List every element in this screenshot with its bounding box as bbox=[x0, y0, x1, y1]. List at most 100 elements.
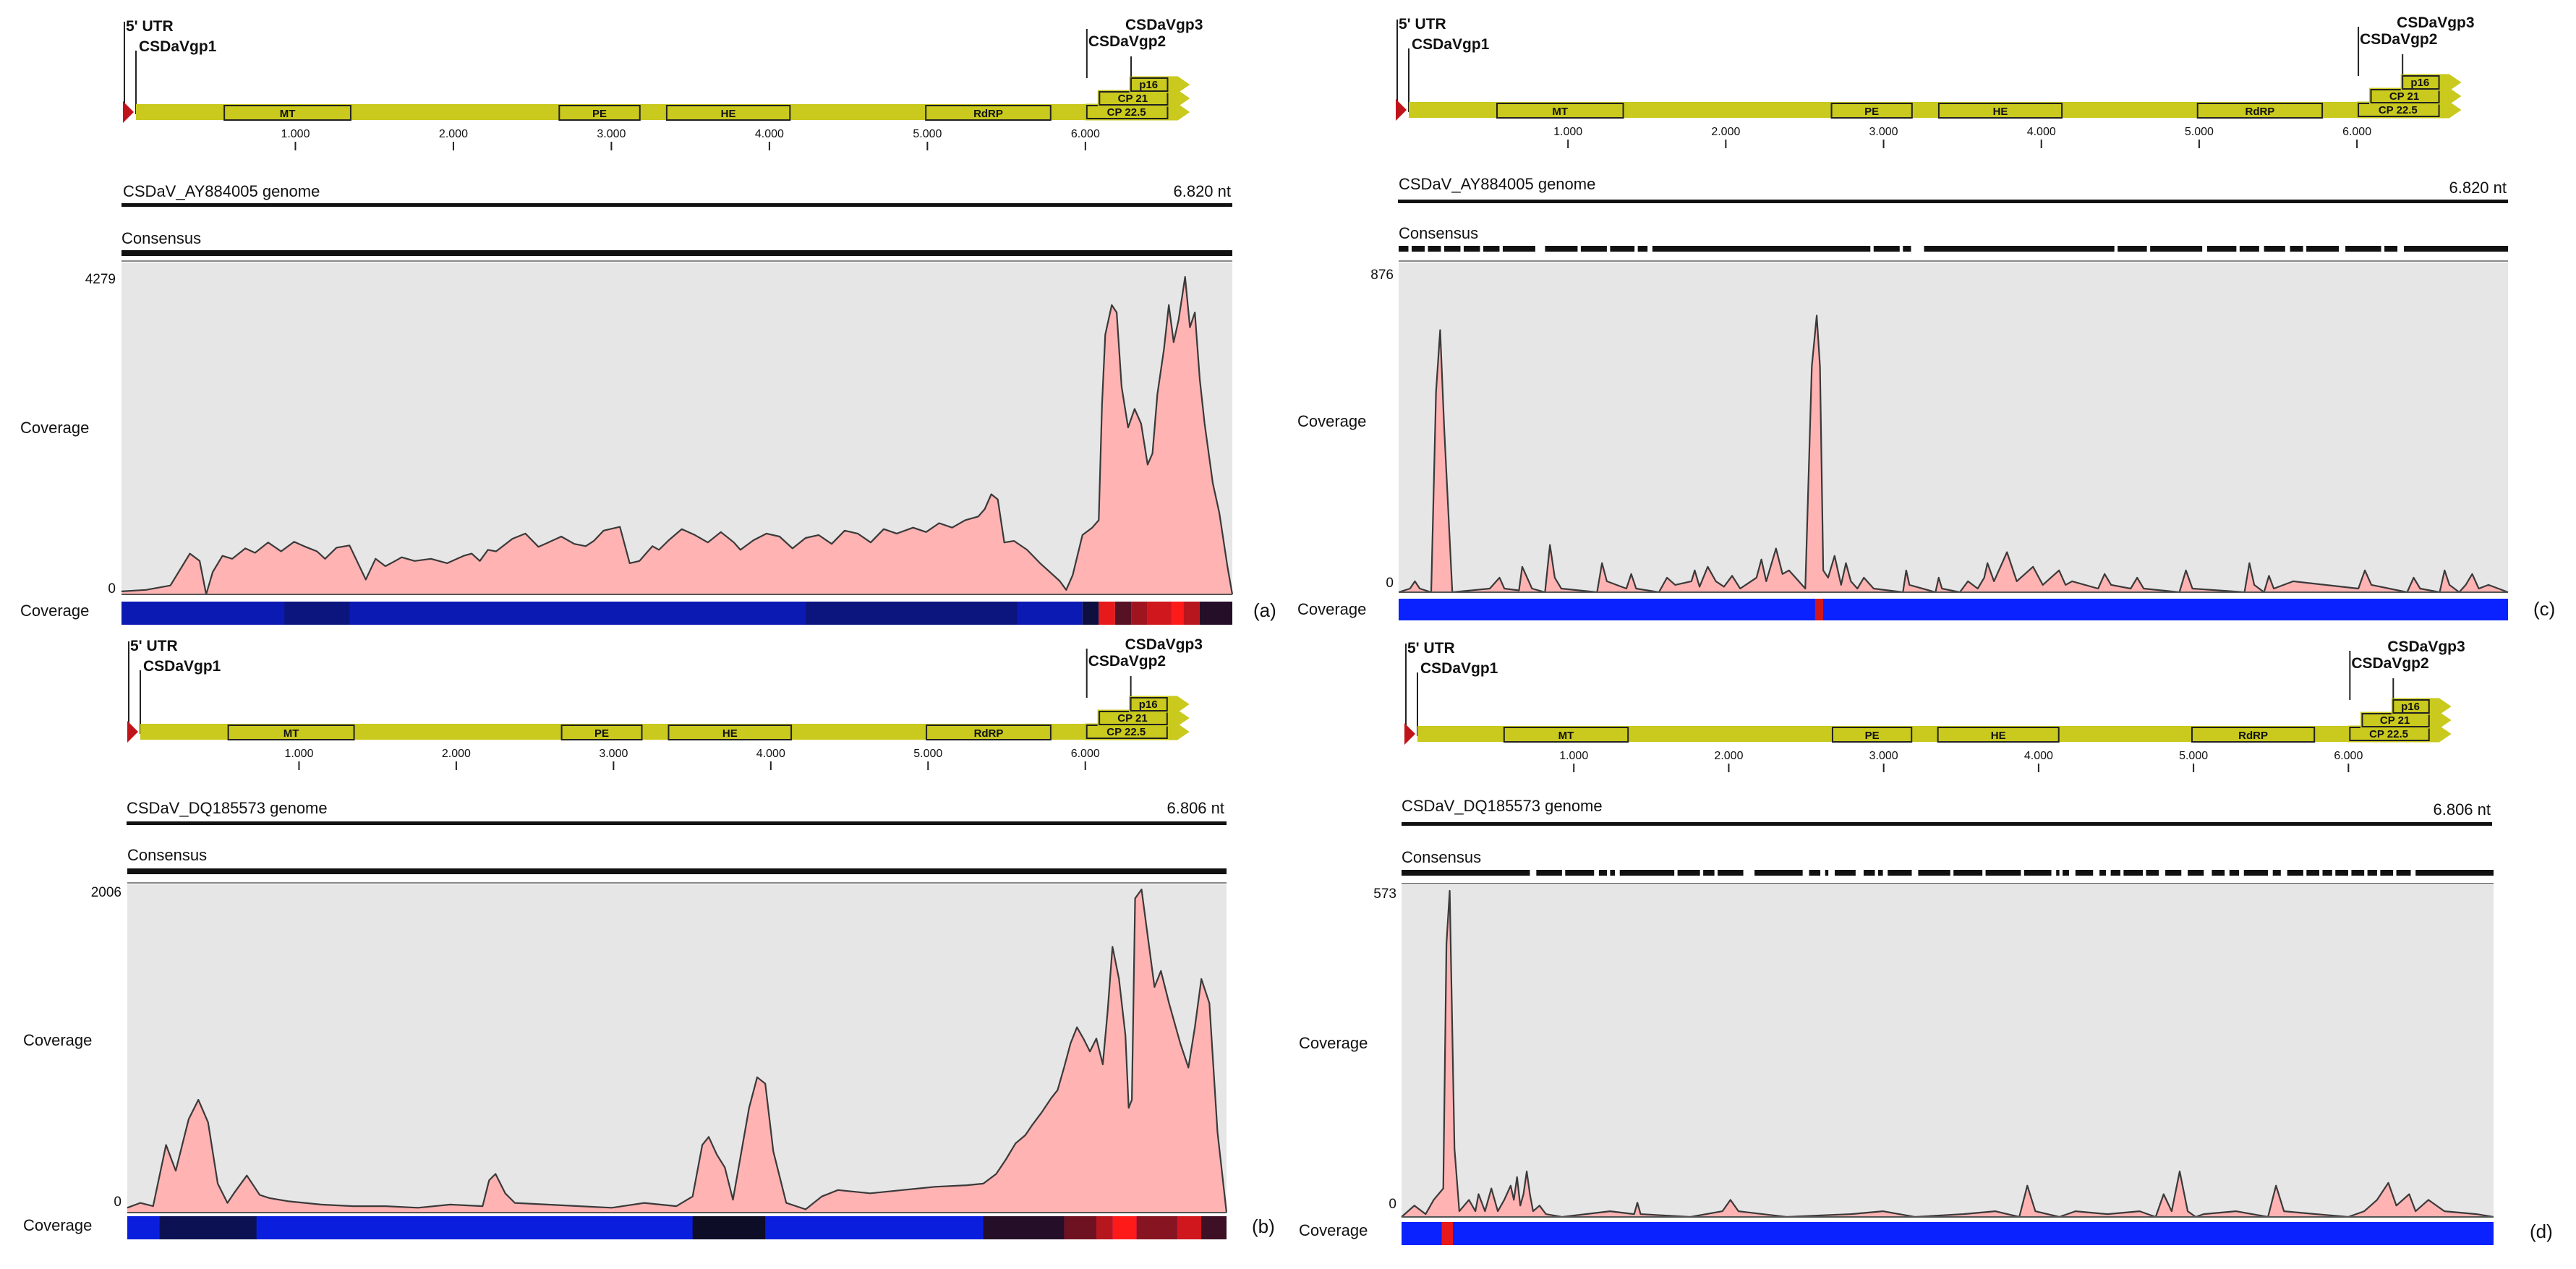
ymin-label-a: 0 bbox=[108, 581, 116, 597]
consensus-segment bbox=[2306, 246, 2340, 252]
tick-label: 2.000 bbox=[1711, 126, 1740, 138]
utr-marker bbox=[123, 101, 134, 123]
tick-label: 4.000 bbox=[2027, 126, 2056, 138]
ymin-label-b: 0 bbox=[114, 1195, 121, 1210]
consensus-segment bbox=[1637, 246, 1648, 252]
ylabel-a: Coverage bbox=[20, 419, 89, 437]
tick-label: 6.000 bbox=[1071, 128, 1100, 140]
tick-label: 4.000 bbox=[756, 748, 785, 760]
heat-track-b bbox=[127, 1216, 1227, 1239]
heat-track-a bbox=[121, 602, 1232, 625]
consensus-segment bbox=[1483, 246, 1500, 252]
cp-arrow-2 bbox=[1129, 696, 1190, 713]
genome-bar-a bbox=[121, 203, 1232, 207]
coverage-plot-a bbox=[121, 275, 1234, 596]
consensus-segment bbox=[1536, 870, 1562, 876]
consensus-segment bbox=[2212, 870, 2225, 876]
consensus-segment bbox=[2150, 246, 2203, 252]
domain-label-rdrp: RdRP bbox=[973, 108, 1003, 120]
cp-box-p16 bbox=[2402, 75, 2440, 90]
heat-segment bbox=[805, 602, 1018, 625]
heat-segment bbox=[1399, 599, 2508, 620]
genome-length-d: 6.806 nt bbox=[2433, 800, 2491, 819]
gene-label-gp1: CSDaVgp1 bbox=[139, 38, 217, 55]
gene-label-gp2: CSDaVgp2 bbox=[1088, 33, 1166, 50]
domain-box-rdrp bbox=[2191, 727, 2316, 743]
consensus-segment bbox=[1677, 870, 1700, 876]
consensus-segment bbox=[2146, 870, 2159, 876]
genome-label-a: CSDaV_AY884005 genome bbox=[123, 182, 320, 200]
domain-box-rdrp bbox=[925, 105, 1052, 121]
coverage-plot-c bbox=[1398, 315, 2509, 594]
consensus-label-b: Consensus bbox=[127, 846, 207, 864]
coverage-area bbox=[121, 277, 1232, 594]
gene-label-gp2: CSDaVgp2 bbox=[2351, 655, 2428, 672]
domain-label-pe: PE bbox=[1864, 106, 1879, 118]
consensus-segment bbox=[1924, 246, 2115, 252]
domain-box-mt bbox=[227, 725, 355, 740]
consensus-label-a: Consensus bbox=[121, 229, 201, 247]
tick-label: 3.000 bbox=[597, 128, 626, 140]
ymax-label-d: 573 bbox=[1373, 886, 1396, 902]
consensus-segment bbox=[2380, 870, 2394, 876]
consensus-segment bbox=[2306, 870, 2320, 876]
consensus-segment bbox=[1652, 246, 1871, 252]
panel-letter-d: (d) bbox=[2530, 1221, 2553, 1242]
tick-label: 2.000 bbox=[1714, 750, 1743, 762]
genome-label-b: CSDaV_DQ185573 genome bbox=[127, 799, 328, 817]
cp-arrow-2 bbox=[2391, 698, 2452, 715]
utr-marker bbox=[127, 721, 138, 743]
consensus-segment bbox=[2099, 870, 2106, 876]
consensus-segment bbox=[2287, 870, 2303, 876]
heat-segment bbox=[1064, 1216, 1096, 1239]
consensus-segment bbox=[1918, 870, 1950, 876]
coverage-line bbox=[121, 275, 1234, 596]
heat-segment bbox=[1114, 602, 1132, 625]
cp-label-cp-22-5: CP 22.5 bbox=[2369, 728, 2408, 740]
domain-label-he: HE bbox=[722, 727, 738, 740]
consensus-segment bbox=[2206, 246, 2237, 252]
consensus-label-c: Consensus bbox=[1399, 224, 1478, 242]
consensus-segment bbox=[2415, 870, 2494, 876]
consensus-segment bbox=[1809, 870, 1821, 876]
consensus-segment bbox=[2056, 870, 2060, 876]
tick-label: 1.000 bbox=[284, 748, 313, 760]
domain-label-rdrp: RdRP bbox=[2238, 730, 2268, 742]
domain-box-he bbox=[1937, 727, 2060, 743]
consensus-segment bbox=[1598, 870, 1607, 876]
genome-length-a: 6.820 nt bbox=[1173, 182, 1231, 200]
heat-segment bbox=[1082, 602, 1099, 625]
consensus-segment bbox=[1863, 870, 1875, 876]
genome-map-a: 5' UTR CSDaVgp1 MT PE HE RdRP CP 22.5CP 21 p16 C… bbox=[123, 17, 1203, 150]
domain-label-he: HE bbox=[1993, 106, 2008, 118]
panel-a: 5' UTR CSDaVgp1 MT PE HE RdRP CP 22.5CP 21 p16 C… bbox=[20, 17, 1276, 625]
heat-segment bbox=[1096, 1216, 1113, 1239]
consensus-segment bbox=[1873, 246, 1900, 252]
plot-area-d bbox=[1402, 885, 2494, 1218]
tick-label: 3.000 bbox=[599, 748, 628, 760]
track-label-a: Coverage bbox=[20, 602, 89, 620]
consensus-segment bbox=[2023, 870, 2052, 876]
consensus-segment bbox=[1443, 246, 1461, 252]
utr-label: 5' UTR bbox=[1407, 640, 1455, 657]
genome-label-d: CSDaV_DQ185573 genome bbox=[1402, 797, 1603, 815]
heat-segment bbox=[1201, 1216, 1227, 1239]
domain-box-he bbox=[665, 105, 791, 121]
coverage-line bbox=[1398, 315, 2509, 594]
tick-label: 6.000 bbox=[2342, 126, 2371, 138]
consensus-segment bbox=[2110, 870, 2120, 876]
domain-box-he bbox=[668, 725, 793, 740]
gene-label-gp3: CSDaVgp3 bbox=[1125, 636, 1203, 653]
coverage-plot-b bbox=[127, 888, 1228, 1213]
track-label-c: Coverage bbox=[1297, 600, 1366, 618]
consensus-segment bbox=[2345, 246, 2381, 252]
domain-label-mt: MT bbox=[1552, 106, 1568, 118]
tick-label: 3.000 bbox=[1869, 750, 1898, 762]
ymin-label-c: 0 bbox=[1386, 576, 1394, 591]
consensus-segment bbox=[1502, 246, 1535, 252]
domain-box-mt bbox=[1503, 727, 1629, 743]
plot-area-c bbox=[1399, 262, 2508, 593]
